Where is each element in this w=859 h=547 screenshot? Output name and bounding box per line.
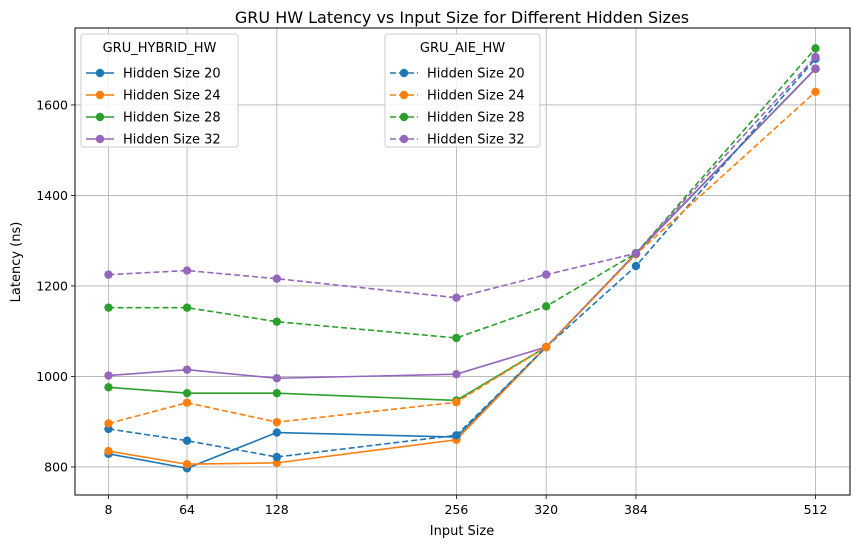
legend-entry: Hidden Size 28 bbox=[427, 111, 525, 126]
data-point bbox=[541, 270, 551, 279]
legend-entry: Hidden Size 32 bbox=[123, 133, 221, 148]
legend-title: GRU_AIE_HW bbox=[420, 41, 505, 56]
legend-title: GRU_HYBRID_HW bbox=[103, 41, 217, 56]
data-point bbox=[272, 458, 282, 468]
legend-swatch-marker bbox=[399, 134, 409, 144]
legend-entry: Hidden Size 24 bbox=[123, 89, 221, 104]
data-point bbox=[541, 302, 551, 311]
legend-box bbox=[384, 33, 541, 148]
data-point bbox=[272, 374, 282, 383]
data-point bbox=[272, 317, 282, 326]
data-point bbox=[272, 417, 282, 427]
data-point bbox=[631, 261, 641, 271]
data-point bbox=[182, 365, 192, 374]
axes: 8 64 128 256 320 384 512 800 1000 1200 1400 1600 bbox=[36, 97, 827, 517]
data-point bbox=[452, 431, 461, 440]
data-point bbox=[452, 398, 461, 407]
legend-entry: Hidden Size 24 bbox=[427, 89, 525, 104]
legend-swatch-marker bbox=[95, 112, 105, 122]
data-point bbox=[182, 460, 192, 469]
data-point bbox=[182, 436, 192, 445]
data-point bbox=[272, 274, 282, 283]
data-point bbox=[104, 303, 113, 312]
x-tick-label: 320 bbox=[534, 502, 558, 517]
grid bbox=[75, 28, 850, 495]
y-tick-label: 1000 bbox=[36, 369, 68, 384]
legend-entry: Hidden Size 32 bbox=[427, 133, 525, 148]
data-point bbox=[182, 398, 192, 407]
legend-entry: Hidden Size 20 bbox=[427, 67, 525, 82]
legend-swatch-marker bbox=[399, 68, 409, 78]
legend-swatch-marker bbox=[95, 68, 105, 78]
data-point bbox=[272, 428, 282, 437]
data-point bbox=[272, 452, 282, 462]
x-axis-label: Input Size bbox=[430, 524, 494, 539]
legend-swatch-marker bbox=[399, 90, 409, 100]
legend-swatch-marker bbox=[95, 90, 105, 100]
data-point bbox=[631, 249, 641, 258]
y-tick-label: 800 bbox=[44, 459, 68, 474]
data-point bbox=[811, 87, 820, 97]
series-group bbox=[104, 44, 820, 473]
legend-gru-hybrid-hw: GRU_HYBRID_HW Hidden Size 20 Hidden Size 2… bbox=[80, 33, 239, 148]
data-point bbox=[182, 388, 192, 398]
series-gru-aie-hw-hidden-size-32 bbox=[104, 52, 820, 302]
legend-gru-aie-hw: GRU_AIE_HW Hidden Size 20 Hidden Size 24 Hi… bbox=[384, 33, 541, 148]
data-point bbox=[182, 266, 192, 275]
data-point bbox=[811, 64, 820, 73]
data-point bbox=[104, 419, 113, 428]
y-tick-label: 1200 bbox=[36, 278, 68, 293]
legend-swatch-marker bbox=[399, 112, 409, 122]
x-tick-label: 128 bbox=[265, 502, 289, 517]
x-tick-label: 384 bbox=[624, 502, 648, 517]
legend-entry: Hidden Size 28 bbox=[123, 111, 221, 126]
y-tick-label: 1400 bbox=[36, 188, 68, 203]
data-point bbox=[104, 371, 113, 380]
legend-swatch-marker bbox=[95, 134, 105, 144]
y-axis-label: Latency (ns) bbox=[9, 222, 24, 303]
legends: GRU_HYBRID_HW Hidden Size 20 Hidden Size 2… bbox=[80, 33, 541, 148]
chart-title: GRU HW Latency vs Input Size for Differe… bbox=[235, 8, 689, 27]
legend-box bbox=[80, 33, 239, 148]
data-point bbox=[104, 270, 113, 279]
data-point bbox=[811, 52, 820, 62]
legend-entry: Hidden Size 20 bbox=[123, 67, 221, 82]
x-tick-label: 512 bbox=[804, 502, 828, 517]
data-point bbox=[104, 383, 113, 392]
plot-frame bbox=[74, 27, 851, 496]
data-point bbox=[452, 369, 461, 379]
data-point bbox=[182, 303, 192, 312]
data-point bbox=[811, 44, 820, 53]
y-tick-label: 1600 bbox=[36, 97, 68, 112]
data-point bbox=[452, 293, 461, 302]
data-point bbox=[104, 446, 113, 456]
data-point bbox=[541, 342, 551, 352]
x-tick-label: 256 bbox=[444, 502, 468, 517]
x-tick-label: 64 bbox=[179, 502, 195, 517]
x-tick-label: 8 bbox=[105, 502, 113, 517]
data-point bbox=[272, 388, 282, 398]
data-point bbox=[452, 333, 461, 343]
